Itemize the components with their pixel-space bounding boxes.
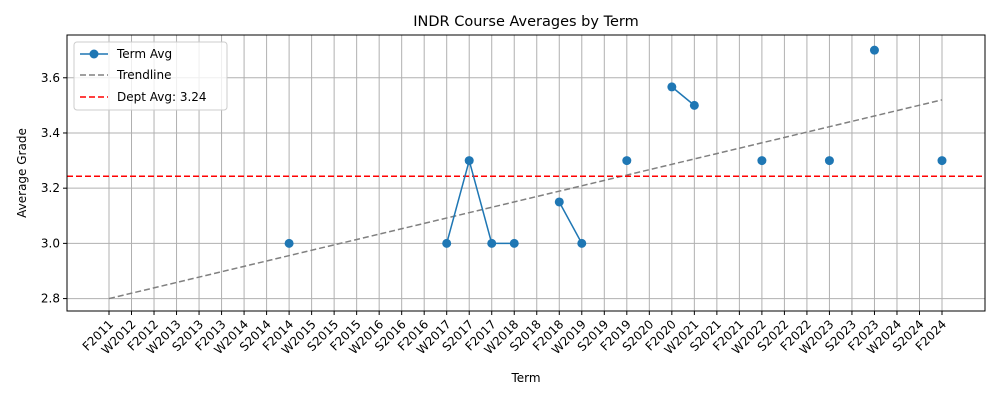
y-tick-label: 3.2 <box>41 181 60 195</box>
term-avg-segment <box>671 86 695 106</box>
term-avg-point <box>577 238 587 248</box>
term-avg-segment <box>445 160 470 244</box>
term-avg-point <box>284 238 294 248</box>
legend-term-avg-marker <box>89 49 99 59</box>
term-avg-point <box>442 238 452 248</box>
term-avg-point <box>689 100 699 110</box>
y-tick-label: 2.8 <box>41 292 60 306</box>
trendline-layer <box>108 99 943 300</box>
legend-box <box>73 41 228 111</box>
y-axis-ticks: 2.8 3.0 3.2 3.4 3.6 <box>41 71 67 306</box>
term-avg-points <box>284 45 947 248</box>
term-avg-point <box>464 156 474 166</box>
y-tick-label: 3.4 <box>41 126 60 140</box>
y-tick-label: 3.0 <box>41 236 60 250</box>
term-avg-segment <box>468 160 493 244</box>
term-avg-point <box>667 82 677 92</box>
legend-term-avg-label: Term Avg <box>116 47 172 61</box>
trendline <box>108 99 943 300</box>
term-avg-segment <box>558 201 583 244</box>
legend-trendline-label: Trendline <box>116 68 172 82</box>
term-avg-point <box>622 156 632 166</box>
term-avg-point <box>487 238 497 248</box>
legend: Term Avg Trendline Dept Avg: 3.24 <box>73 41 228 111</box>
x-axis-label: Term <box>510 371 540 385</box>
term-avg-point <box>554 197 564 207</box>
chart-title: INDR Course Averages by Term <box>413 14 638 30</box>
y-tick-label: 3.6 <box>41 71 60 85</box>
legend-dept-avg-label: Dept Avg: 3.24 <box>117 90 207 104</box>
plot-frame <box>66 34 986 312</box>
y-axis-label: Average Grade <box>15 128 29 218</box>
term-avg-point <box>509 238 519 248</box>
term-avg-point <box>757 156 767 166</box>
term-avg-point <box>937 156 947 166</box>
term-avg-point <box>824 156 834 166</box>
term-avg-point <box>869 45 879 55</box>
